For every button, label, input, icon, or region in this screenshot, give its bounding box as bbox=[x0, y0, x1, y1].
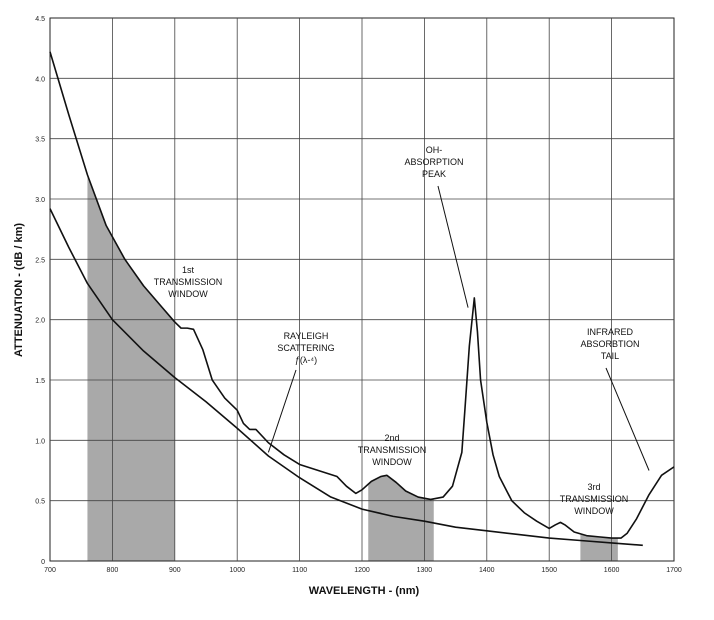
y-tick-label: 3.5 bbox=[35, 137, 45, 144]
annotation-1st-window: 1st TRANSMISSION WINDOW bbox=[154, 265, 223, 299]
annotation-line: ƒ(λ-⁴) bbox=[295, 355, 317, 365]
x-tick-label: 1100 bbox=[292, 567, 307, 574]
annotation-line: OH- bbox=[426, 145, 443, 155]
y-tick-label: 1.5 bbox=[35, 378, 45, 385]
annotation-line: 1st bbox=[182, 265, 195, 275]
curves bbox=[49, 51, 675, 547]
annotation-infrared-tail: INFRARED ABSORBTION TAIL bbox=[580, 327, 639, 361]
x-tick-label: 800 bbox=[107, 567, 119, 574]
y-tick-label: 2.0 bbox=[35, 318, 45, 325]
transmission-windows bbox=[87, 174, 618, 561]
x-tick-label: 1500 bbox=[541, 567, 557, 574]
annotation-line: WINDOW bbox=[574, 506, 614, 516]
annotation-rayleigh: RAYLEIGH SCATTERING ƒ(λ-⁴) bbox=[277, 331, 334, 365]
x-tick-label: 700 bbox=[44, 567, 56, 574]
annotation-line: WINDOW bbox=[372, 457, 412, 467]
annotation-line: ABSORBTION bbox=[580, 339, 639, 349]
annotation-leader bbox=[605, 367, 650, 471]
annotation-line: INFRARED bbox=[587, 327, 634, 337]
annotation-line: 3rd bbox=[587, 482, 600, 492]
annotation-line: TRANSMISSION bbox=[154, 277, 223, 287]
annotation-line: TRANSMISSION bbox=[358, 445, 427, 455]
x-tick-label: 1600 bbox=[604, 567, 620, 574]
annotation-leader bbox=[437, 185, 469, 308]
series-line bbox=[49, 208, 643, 547]
y-tick-label: 0 bbox=[41, 559, 45, 566]
x-tick-label: 1200 bbox=[354, 567, 370, 574]
annotation-line: WINDOW bbox=[168, 289, 208, 299]
shaded-window bbox=[87, 174, 175, 561]
ticks: 700 800 900 1000 1100 1200 1300 1400 1500 1600 170… bbox=[35, 16, 682, 574]
annotation-3rd-window: 3rd TRANSMISSION WINDOW bbox=[560, 482, 629, 516]
annotation-2nd-window: 2nd TRANSMISSION WINDOW bbox=[358, 433, 427, 467]
annotation-leader bbox=[267, 369, 297, 453]
x-tick-label: 1700 bbox=[666, 567, 682, 574]
x-axis-title: WAVELENGTH - (nm) bbox=[309, 585, 420, 597]
annotation-line: 2nd bbox=[384, 433, 399, 443]
y-tick-label: 3.0 bbox=[35, 197, 45, 204]
series-line bbox=[49, 51, 675, 539]
x-tick-label: 1400 bbox=[479, 567, 495, 574]
annotation-line: ABSORPTION bbox=[404, 157, 463, 167]
annotation-line: TRANSMISSION bbox=[560, 494, 629, 504]
x-tick-label: 1000 bbox=[229, 567, 245, 574]
y-tick-label: 1.0 bbox=[35, 438, 45, 445]
annotation-line: TAIL bbox=[601, 351, 619, 361]
x-tick-label: 1300 bbox=[417, 567, 433, 574]
grid bbox=[49, 17, 675, 562]
y-axis-title: ATTENUATION - (dB / km) bbox=[13, 223, 25, 357]
y-tick-label: 0.5 bbox=[35, 499, 45, 506]
y-tick-label: 2.5 bbox=[35, 257, 45, 264]
y-tick-label: 4.0 bbox=[35, 76, 45, 83]
annotation-leaders bbox=[267, 185, 650, 471]
annotation-line: SCATTERING bbox=[277, 343, 334, 353]
x-tick-label: 900 bbox=[169, 567, 181, 574]
y-tick-label: 4.5 bbox=[35, 16, 45, 23]
annotation-oh-peak: OH- ABSORPTION PEAK bbox=[404, 145, 463, 179]
annotation-line: PEAK bbox=[422, 169, 446, 179]
annotation-line: RAYLEIGH bbox=[284, 331, 329, 341]
